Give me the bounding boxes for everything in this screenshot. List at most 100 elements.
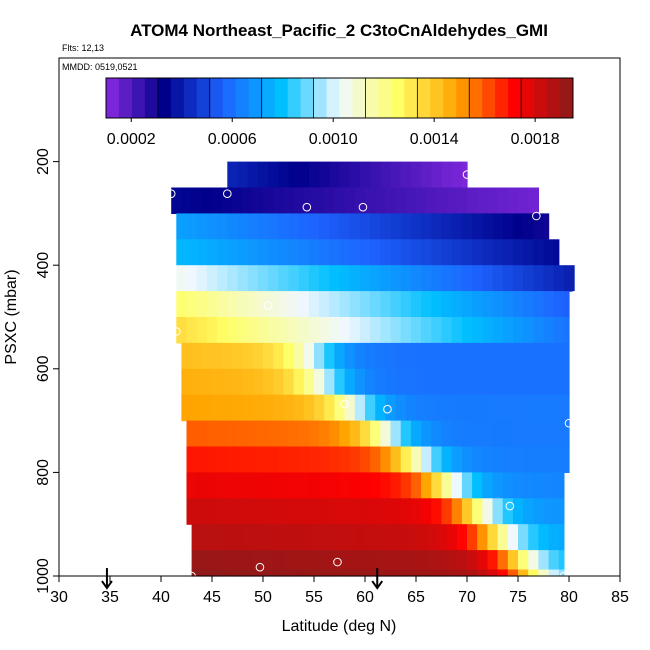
colorbar-segment [352,78,366,118]
heatmap-cell [319,213,330,240]
heatmap-cell [472,291,483,318]
heatmap-cell [329,265,341,292]
heatmap-cell [538,524,550,551]
heatmap-cell [477,394,488,422]
heatmap-cell [344,394,356,422]
heatmap-cell [314,342,325,370]
heatmap-cell [252,550,264,571]
heatmap-cell [477,524,488,551]
heatmap-cell [257,161,269,189]
heatmap-cell [523,213,534,240]
heatmap-cell [212,342,223,370]
heatmap-cell [278,420,290,448]
heatmap-cell [436,394,448,422]
heatmap-cell [227,317,239,344]
heatmap-cell [293,368,305,396]
heatmap-cell [314,368,325,396]
heatmap-cell [288,472,300,499]
y-tick-label: 400 [35,252,52,279]
heatmap-cell [548,342,560,370]
heatmap-cell [242,342,254,370]
heatmap-cell [359,317,371,344]
heatmap-cell [456,342,468,370]
heatmap-cell [441,446,453,473]
heatmap-cell [257,317,269,344]
heatmap-cell [252,524,264,551]
heatmap-cell [518,394,529,422]
heatmap-cell [446,368,458,396]
heatmap-cell [237,161,249,189]
heatmap-cell [263,342,274,370]
heatmap-cell [426,550,437,571]
heatmap-cell [206,291,218,318]
heatmap-cell [426,394,437,422]
heatmap-cell [232,368,244,396]
heatmap-cell [380,291,392,318]
heatmap-cell [324,394,335,422]
heatmap-cell [298,291,310,318]
x-tick-label: 85 [611,589,629,606]
heatmap-cell [278,498,290,525]
data-point [462,170,472,179]
heatmap-cell [263,394,274,422]
heatmap-cell [375,550,386,571]
heatmap-cell [314,569,325,577]
heatmap-cell [563,420,570,448]
heatmap-cell [339,239,351,266]
heatmap-cell [354,524,366,551]
heatmap-cell [349,291,361,318]
data-point [166,189,176,199]
heatmap-cell [196,420,208,448]
heatmap-cell [237,291,249,318]
heatmap-cell [380,420,392,448]
heatmap-cell [191,342,203,370]
heatmap-cell [263,569,274,577]
heatmap-cell [201,394,213,422]
heatmap-cell [543,213,550,240]
heatmap-cell [206,213,218,240]
heatmap-cell [227,498,239,525]
heatmap-cell [288,317,300,344]
heatmap-cell [344,342,356,370]
heatmap-cell [487,394,499,422]
heatmap-cell [461,446,473,473]
heatmap-cell [533,265,545,292]
heatmap-cell [416,342,427,370]
heatmap-cell [451,239,463,266]
heatmap-cell [518,569,529,577]
heatmap-cell [217,213,228,240]
heatmap-cell [217,291,228,318]
heatmap-cell [298,239,310,266]
heatmap-cell [257,498,269,525]
heatmap-cell [410,161,422,189]
heatmap-cell [472,498,483,525]
heatmap-cell [324,342,335,370]
heatmap-cell [196,472,208,499]
colorbar-segment [131,78,146,118]
heatmap-cell [227,420,239,448]
data-point [302,202,312,212]
heatmap-cell [268,472,279,499]
heatmap-cell [507,550,519,571]
heatmap-cell [441,317,453,344]
heatmap-cell [232,550,244,571]
colorbar-tick-label: 0.0002 [107,131,156,148]
heatmap-cell [472,239,483,266]
heatmap-cell [512,498,524,525]
heatmap-cell [451,420,463,448]
colorbar-segment [248,78,263,118]
heatmap-cell [359,161,371,189]
colorbar-segment [365,78,379,118]
heatmap-cell [237,239,249,266]
heatmap-cell [181,368,193,396]
heatmap-cell [477,569,488,577]
x-tick-label: 80 [560,589,578,606]
x-tick-label: 50 [254,589,272,606]
heatmap-cell [487,187,499,214]
heatmap-cell [263,524,274,551]
heatmap-cell [492,317,504,344]
heatmap-cell [390,239,402,266]
plot-frame [58,57,621,577]
heatmap-cell [441,472,453,499]
heatmap-cell [390,446,402,473]
